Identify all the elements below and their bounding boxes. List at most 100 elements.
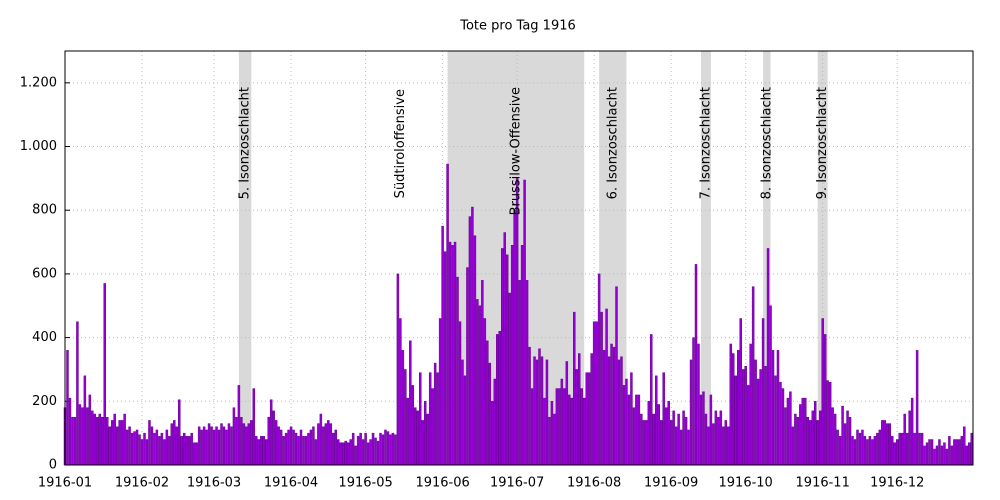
bar bbox=[545, 359, 549, 466]
bar bbox=[488, 362, 492, 466]
bar bbox=[756, 378, 760, 466]
bar bbox=[662, 372, 665, 466]
bar bbox=[622, 385, 626, 466]
bar bbox=[933, 448, 936, 466]
bar bbox=[93, 413, 97, 466]
bar bbox=[794, 413, 797, 466]
bar bbox=[918, 432, 921, 466]
bar bbox=[928, 439, 931, 466]
bar bbox=[722, 426, 725, 466]
bar bbox=[600, 311, 603, 466]
bar bbox=[496, 334, 499, 466]
bar bbox=[187, 436, 191, 466]
bar bbox=[68, 397, 72, 466]
bar bbox=[498, 330, 501, 466]
bar bbox=[113, 413, 116, 466]
bar bbox=[361, 439, 365, 466]
bar bbox=[476, 299, 479, 466]
bar bbox=[719, 410, 723, 466]
bar bbox=[371, 432, 375, 466]
bar bbox=[913, 432, 916, 466]
bar bbox=[871, 439, 874, 466]
bar bbox=[356, 436, 360, 466]
bar bbox=[165, 429, 169, 466]
bar bbox=[861, 429, 864, 466]
bar bbox=[786, 397, 790, 466]
bar bbox=[582, 397, 586, 466]
bar bbox=[86, 407, 89, 466]
bar bbox=[173, 420, 176, 466]
bar bbox=[481, 280, 484, 466]
bar bbox=[744, 366, 747, 466]
bar bbox=[197, 426, 201, 466]
bar bbox=[809, 420, 812, 466]
x-tick-label: 1916-08 bbox=[567, 476, 621, 491]
bar bbox=[374, 437, 377, 466]
bar bbox=[515, 178, 519, 466]
bar bbox=[826, 380, 829, 466]
bar bbox=[133, 431, 136, 466]
bar bbox=[260, 436, 263, 466]
bar bbox=[409, 340, 412, 466]
bar bbox=[262, 436, 265, 466]
bar bbox=[717, 416, 720, 466]
bar bbox=[212, 429, 216, 466]
bar bbox=[573, 311, 576, 466]
bar bbox=[953, 439, 956, 466]
bar bbox=[153, 432, 156, 466]
bar bbox=[334, 429, 338, 466]
bar bbox=[709, 394, 713, 466]
bar bbox=[257, 439, 261, 466]
bar bbox=[938, 439, 941, 466]
bar bbox=[640, 413, 643, 466]
event-label: 6. Isonzoschlacht bbox=[605, 87, 620, 199]
bar bbox=[346, 442, 350, 466]
bar bbox=[163, 439, 166, 466]
bar bbox=[140, 439, 144, 466]
bar bbox=[968, 442, 971, 466]
bar bbox=[493, 378, 497, 466]
bar bbox=[577, 353, 581, 466]
bar bbox=[269, 399, 273, 466]
bar bbox=[734, 375, 737, 466]
bar bbox=[267, 416, 270, 466]
bar bbox=[749, 343, 752, 466]
bar bbox=[659, 420, 663, 466]
bar bbox=[784, 407, 787, 466]
bar bbox=[950, 445, 954, 466]
bar bbox=[366, 442, 370, 466]
bar bbox=[635, 394, 638, 466]
bar bbox=[175, 426, 179, 466]
bar bbox=[595, 321, 598, 466]
bar bbox=[312, 426, 315, 466]
bar bbox=[324, 423, 328, 466]
bar bbox=[491, 401, 494, 466]
bar bbox=[518, 280, 521, 466]
bar bbox=[863, 436, 867, 466]
bar bbox=[379, 432, 382, 466]
bar bbox=[642, 420, 646, 466]
bar bbox=[404, 369, 407, 466]
bar bbox=[761, 318, 765, 466]
bar bbox=[466, 267, 469, 466]
x-tick-label: 1916-03 bbox=[187, 476, 241, 491]
bar bbox=[277, 426, 280, 466]
x-tick-label: 1916-11 bbox=[796, 476, 850, 491]
bar bbox=[396, 273, 400, 466]
bar bbox=[664, 407, 668, 466]
bar bbox=[510, 245, 514, 466]
bar bbox=[602, 350, 606, 466]
bar bbox=[426, 413, 429, 466]
bar bbox=[712, 423, 715, 466]
bar bbox=[570, 397, 574, 466]
bar bbox=[548, 416, 551, 466]
bar bbox=[245, 426, 248, 466]
bar bbox=[351, 432, 355, 466]
bar bbox=[471, 206, 474, 466]
bar bbox=[128, 426, 131, 466]
bar bbox=[170, 423, 174, 466]
x-tick-label: 1916-01 bbox=[38, 476, 92, 491]
bar bbox=[893, 442, 896, 466]
bar bbox=[446, 163, 449, 466]
